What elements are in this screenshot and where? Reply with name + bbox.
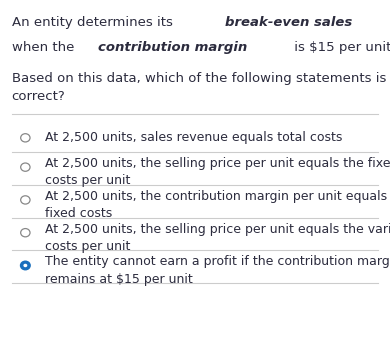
Circle shape xyxy=(21,261,30,269)
Text: is $15 per unit.: is $15 per unit. xyxy=(290,41,390,55)
Text: An entity determines its: An entity determines its xyxy=(12,16,177,29)
Text: At 2,500 units, the contribution margin per unit equals total
fixed costs: At 2,500 units, the contribution margin … xyxy=(45,190,390,220)
Circle shape xyxy=(21,163,30,171)
Circle shape xyxy=(23,264,27,267)
Circle shape xyxy=(21,228,30,237)
Text: contribution margin: contribution margin xyxy=(98,41,247,55)
Text: At 2,500 units, the selling price per unit equals the fixed
costs per unit: At 2,500 units, the selling price per un… xyxy=(45,157,390,187)
Text: when the: when the xyxy=(12,41,78,55)
Text: Based on this data, which of the following statements is
correct?: Based on this data, which of the followi… xyxy=(12,72,386,104)
Circle shape xyxy=(21,134,30,142)
Circle shape xyxy=(21,196,30,204)
Text: The entity cannot earn a profit if the contribution margin
remains at $15 per un: The entity cannot earn a profit if the c… xyxy=(45,255,390,286)
Text: At 2,500 units, the selling price per unit equals the variable
costs per unit: At 2,500 units, the selling price per un… xyxy=(45,223,390,253)
Text: is 2,500 units: is 2,500 units xyxy=(389,16,390,29)
Text: break-even sales: break-even sales xyxy=(225,16,352,29)
Text: At 2,500 units, sales revenue equals total costs: At 2,500 units, sales revenue equals tot… xyxy=(45,131,342,144)
